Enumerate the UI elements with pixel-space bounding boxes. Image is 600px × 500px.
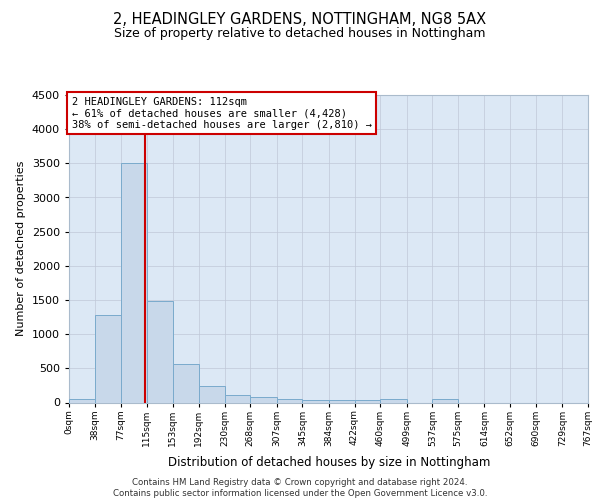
Bar bbox=[173, 364, 199, 403]
Bar bbox=[302, 400, 329, 402]
Bar bbox=[69, 399, 95, 402]
Bar bbox=[95, 315, 121, 402]
Bar bbox=[329, 400, 355, 402]
Bar bbox=[380, 399, 407, 402]
Text: Size of property relative to detached houses in Nottingham: Size of property relative to detached ho… bbox=[114, 28, 486, 40]
Y-axis label: Number of detached properties: Number of detached properties bbox=[16, 161, 26, 336]
Text: Distribution of detached houses by size in Nottingham: Distribution of detached houses by size … bbox=[167, 456, 490, 469]
Text: 2, HEADINGLEY GARDENS, NOTTINGHAM, NG8 5AX: 2, HEADINGLEY GARDENS, NOTTINGHAM, NG8 5… bbox=[113, 12, 487, 28]
Bar bbox=[224, 395, 250, 402]
Bar bbox=[433, 399, 458, 402]
Bar bbox=[121, 164, 147, 402]
Bar bbox=[355, 400, 380, 402]
Bar bbox=[199, 386, 224, 402]
Bar bbox=[277, 399, 302, 402]
Text: 2 HEADINGLEY GARDENS: 112sqm
← 61% of detached houses are smaller (4,428)
38% of: 2 HEADINGLEY GARDENS: 112sqm ← 61% of de… bbox=[71, 96, 371, 130]
Bar bbox=[250, 397, 277, 402]
Bar bbox=[147, 302, 173, 402]
Text: Contains HM Land Registry data © Crown copyright and database right 2024.
Contai: Contains HM Land Registry data © Crown c… bbox=[113, 478, 487, 498]
